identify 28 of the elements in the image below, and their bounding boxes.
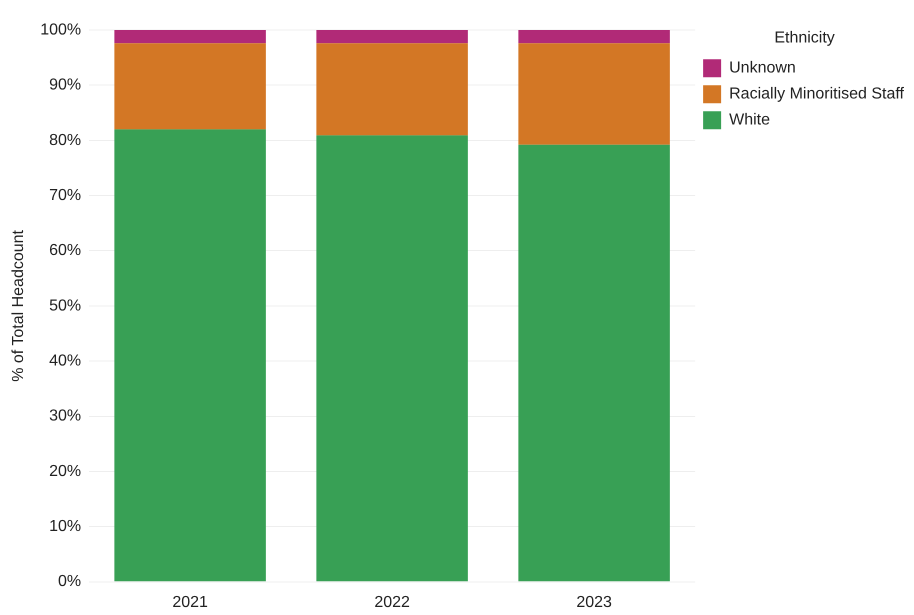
bar (114, 129, 266, 582)
x-tick-label: 2021 (172, 594, 208, 611)
y-tick-label: 30% (49, 408, 82, 425)
legend-label: Racially Minoritised Staff (729, 86, 905, 103)
y-axis-title: % of Total Headcount (10, 229, 28, 382)
bar (518, 43, 670, 145)
legend-label: White (729, 112, 770, 129)
bar (316, 43, 468, 136)
bar (518, 30, 670, 44)
legend-title: Ethnicity (774, 29, 835, 46)
bar (114, 30, 266, 44)
y-tick-label: 60% (49, 242, 82, 260)
y-tick-label: 40% (49, 352, 82, 370)
bar (114, 43, 266, 130)
y-tick-label: 100% (40, 21, 82, 38)
y-tick-label: 20% (49, 462, 82, 480)
y-tick-label: 10% (49, 518, 82, 536)
bar (316, 30, 468, 44)
bar (518, 144, 670, 582)
y-tick-label: 90% (49, 76, 82, 94)
y-tick-label: 70% (49, 186, 82, 204)
bar (316, 135, 468, 582)
x-tick-label: 2022 (374, 594, 410, 611)
y-tick-label: 0% (58, 573, 82, 590)
x-tick-label: 2023 (576, 594, 612, 611)
y-tick-label: 50% (49, 297, 82, 314)
y-tick-label: 80% (49, 132, 82, 149)
legend-label: Unknown (729, 60, 796, 77)
